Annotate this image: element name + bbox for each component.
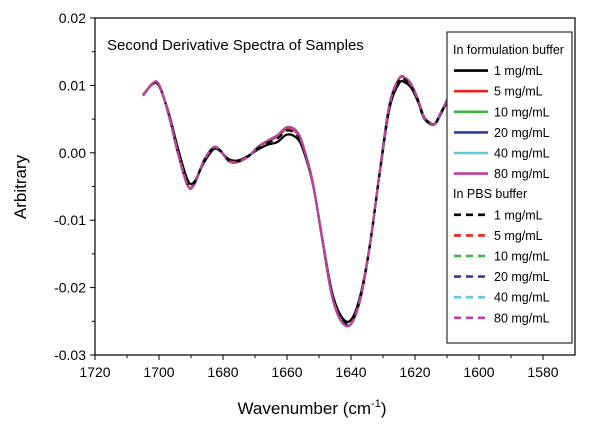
x-axis-title-superscript: -1	[371, 398, 381, 410]
legend-label-formulation-10-mg-ml: 10 mg/mL	[494, 105, 550, 119]
x-tick-label-1580: 1580	[527, 364, 558, 380]
legend: In formulation buffer 1 mg/mL 5 mg/mL 10 mg…	[446, 31, 573, 344]
y-tick-label-0-02: -0.02	[54, 280, 86, 296]
legend-label-formulation-5-mg-ml: 5 mg/mL	[494, 85, 543, 99]
x-tick-label-1720: 1720	[79, 364, 110, 380]
legend-label-pbs-40-mg-ml: 40 mg/mL	[494, 291, 550, 305]
y-tick-label-0-02: 0.02	[59, 10, 86, 26]
legend-label-pbs-1-mg-ml: 1 mg/mL	[494, 208, 543, 222]
x-tick-label-1640: 1640	[335, 364, 366, 380]
y-tick-label-0-01: 0.01	[59, 77, 86, 93]
x-axis-title-main: Wavenumber (cm	[238, 399, 372, 418]
legend-label-formulation-1-mg-ml: 1 mg/mL	[494, 64, 543, 78]
y-tick-label-0-03: -0.03	[54, 347, 86, 363]
x-tick-label-1620: 1620	[399, 364, 430, 380]
x-axis-title-close: )	[381, 399, 387, 418]
chart-title: Second Derivative Spectra of Samples	[107, 37, 364, 54]
legend-label-formulation-20-mg-ml: 20 mg/mL	[494, 126, 550, 140]
x-tick-label-1600: 1600	[463, 364, 494, 380]
legend-label-pbs-10-mg-ml: 10 mg/mL	[494, 250, 550, 264]
legend-heading-in-pbs-buffer: In PBS buffer	[453, 187, 527, 201]
legend-heading-in-formulation-buffer: In formulation buffer	[453, 43, 564, 57]
x-tick-label-1660: 1660	[271, 364, 302, 380]
series-layer	[142, 75, 480, 328]
y-axis-title: Arbitrary	[11, 154, 30, 219]
ticks-layer: 1720 1700 1680 1660 1640 1620 1600 1580 0.02 0.01…	[54, 10, 559, 380]
x-tick-label-1700: 1700	[143, 364, 174, 380]
legend-label-formulation-40-mg-ml: 40 mg/mL	[494, 147, 550, 161]
legend-label-pbs-5-mg-ml: 5 mg/mL	[494, 229, 543, 243]
legend-label-pbs-80-mg-ml: 80 mg/mL	[494, 311, 550, 325]
legend-label-formulation-80-mg-ml: 80 mg/mL	[494, 167, 550, 181]
series-line-pbs-80-mg-ml	[142, 75, 480, 328]
legend-label-pbs-20-mg-ml: 20 mg/mL	[494, 270, 550, 284]
legend-box	[446, 31, 573, 344]
x-tick-label-1680: 1680	[207, 364, 238, 380]
x-axis-title: Wavenumber (cm-1)	[238, 398, 387, 418]
y-tick-label-0-00: 0.00	[59, 145, 86, 161]
y-tick-label-0-01: -0.01	[54, 212, 86, 228]
